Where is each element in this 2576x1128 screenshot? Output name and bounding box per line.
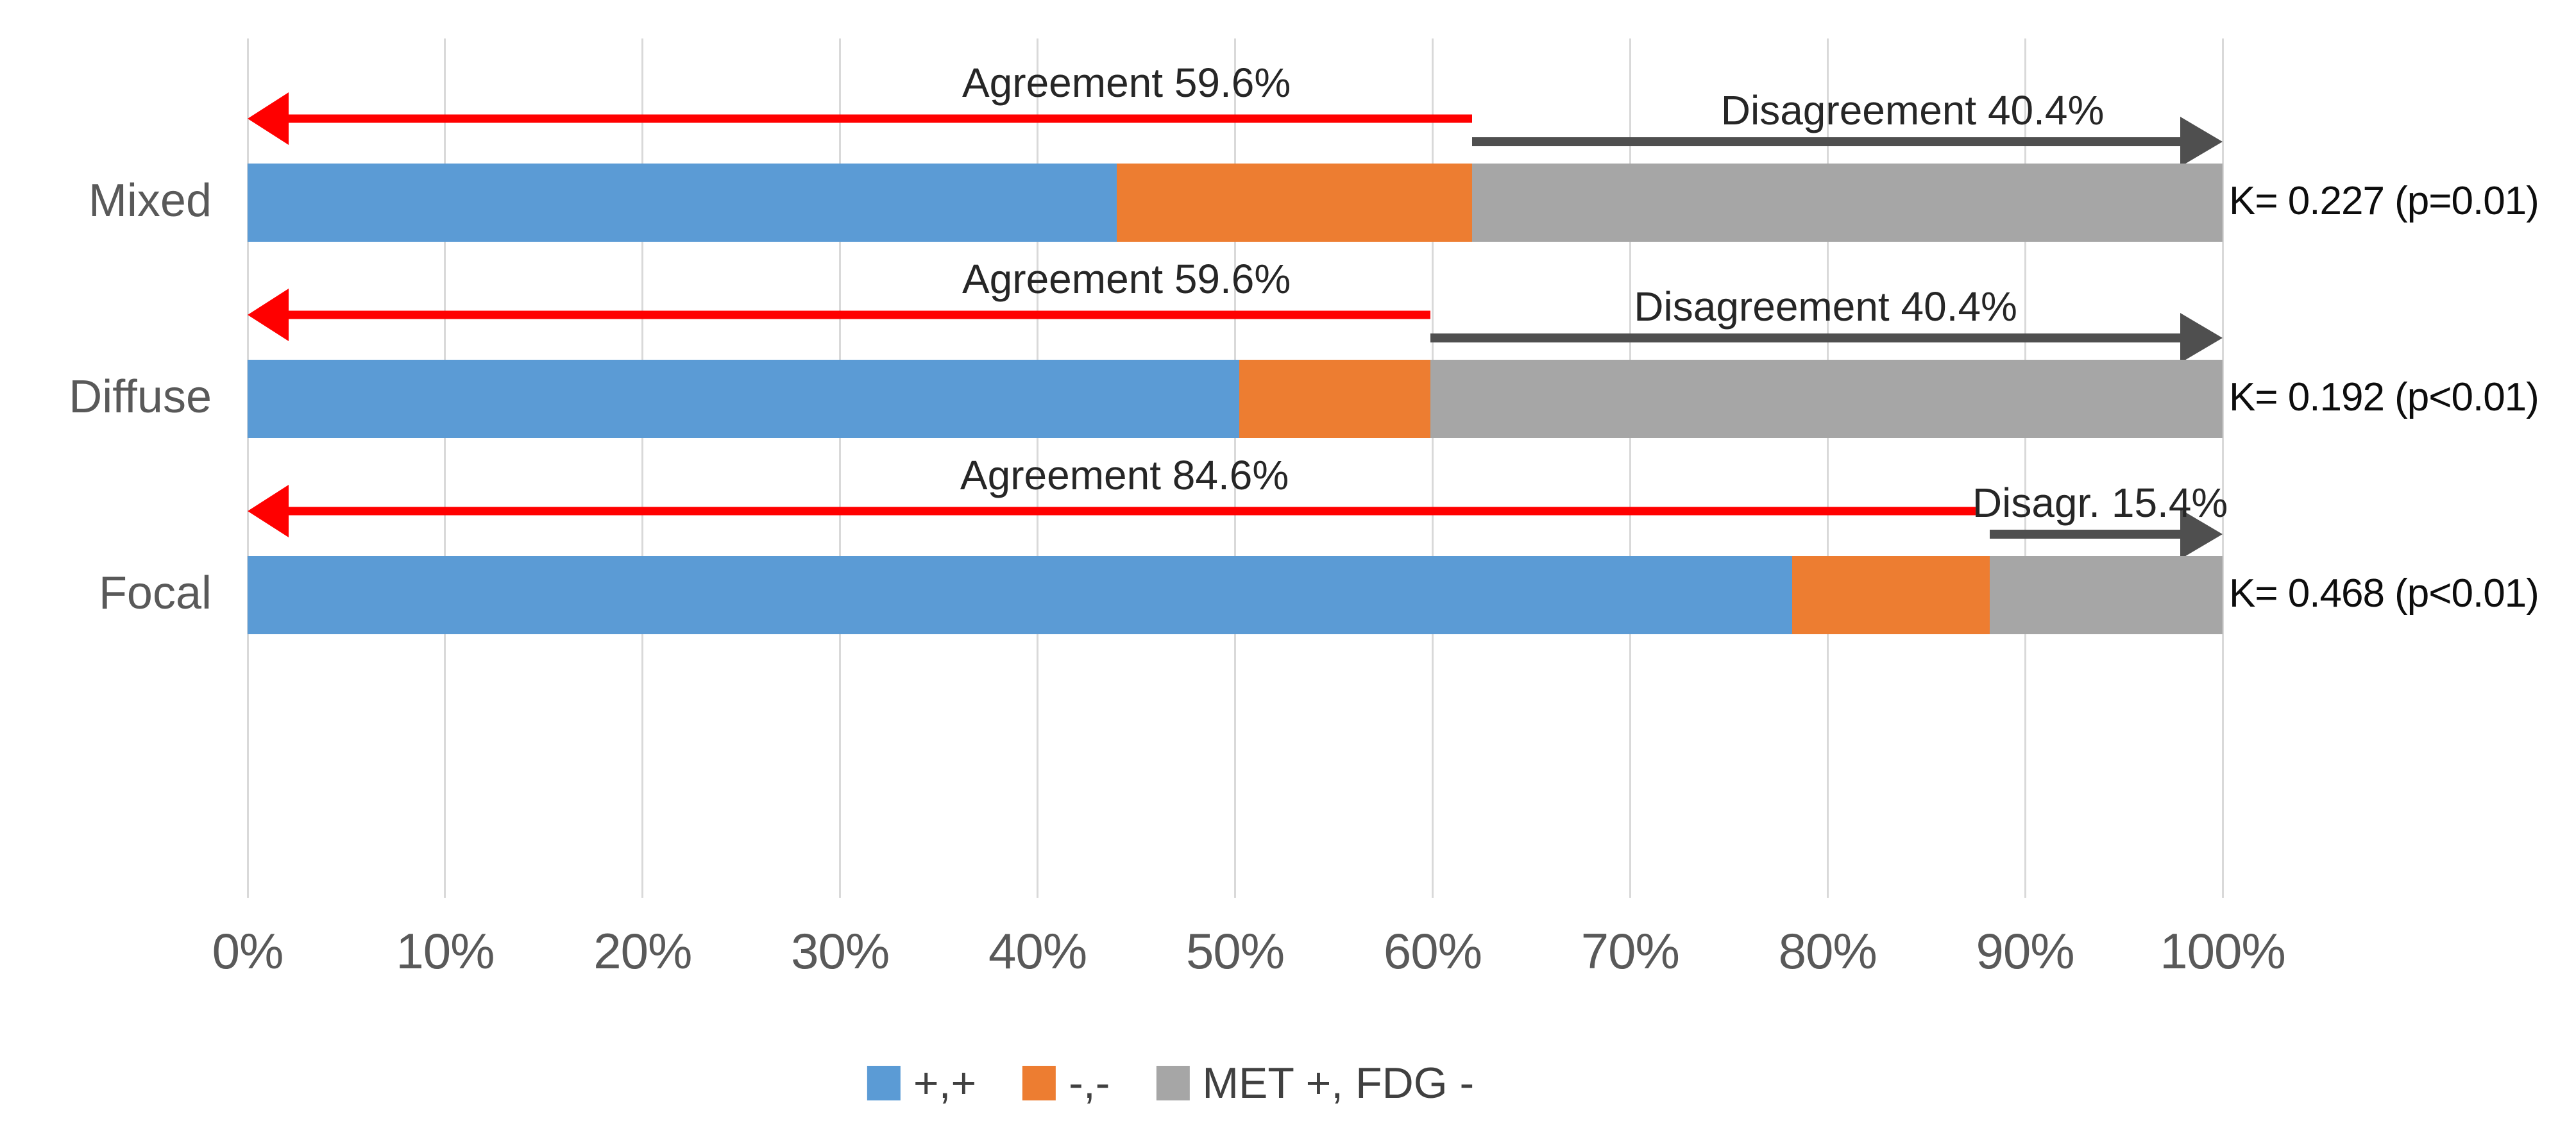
agreement-label: Agreement 84.6% bbox=[960, 452, 1289, 498]
bar-segment bbox=[1239, 360, 1431, 438]
legend-item: +,+ bbox=[867, 1058, 976, 1108]
legend-label: -,- bbox=[1069, 1059, 1110, 1107]
agreement-arrow-shaft bbox=[284, 310, 1431, 319]
legend-item: MET +, FDG - bbox=[1156, 1058, 1474, 1108]
agreement-label: Agreement 59.6% bbox=[962, 256, 1291, 302]
arrowhead-right-icon bbox=[2180, 313, 2223, 363]
bar-segment bbox=[1430, 360, 2223, 438]
x-tick-label: 50% bbox=[1185, 923, 1285, 979]
disagreement-arrow bbox=[1471, 117, 2223, 167]
bar-segment bbox=[248, 556, 1792, 634]
category-label: Focal bbox=[98, 568, 212, 619]
gridline bbox=[1234, 38, 1236, 898]
kappa-label: K= 0.192 (p<0.01) bbox=[2229, 375, 2539, 419]
x-tick-label: 20% bbox=[593, 923, 692, 979]
bar bbox=[248, 360, 2223, 438]
bar bbox=[248, 556, 2223, 634]
legend-label: +,+ bbox=[913, 1059, 977, 1107]
disagreement-label: Disagr. 15.4% bbox=[1972, 480, 2228, 526]
disagreement-label: Disagreement 40.4% bbox=[1634, 283, 2017, 330]
gridline bbox=[444, 38, 446, 898]
gridline bbox=[839, 38, 842, 898]
agreement-label: Agreement 59.6% bbox=[962, 60, 1291, 106]
x-tick-label: 60% bbox=[1383, 923, 1482, 979]
agreement-arrow bbox=[248, 289, 1431, 341]
gridline bbox=[1037, 38, 1039, 898]
disagreement-arrow-shaft bbox=[1430, 333, 2185, 342]
bar-segment bbox=[248, 164, 1117, 242]
gridline bbox=[246, 38, 249, 898]
disagreement-arrow bbox=[1430, 313, 2223, 363]
agreement-arrow bbox=[248, 92, 1472, 145]
category-label: Diffuse bbox=[69, 371, 212, 423]
arrowhead-right-icon bbox=[2180, 117, 2223, 167]
bar-segment bbox=[1471, 164, 2223, 242]
x-tick-label: 0% bbox=[212, 923, 284, 979]
agreement-arrow bbox=[248, 485, 1976, 537]
legend-swatch-icon bbox=[1022, 1066, 1056, 1100]
bar-segment bbox=[1116, 164, 1472, 242]
arrowhead-left-icon bbox=[248, 289, 289, 341]
bar-segment bbox=[1792, 556, 1990, 634]
gridline bbox=[2024, 38, 2026, 898]
gridline bbox=[641, 38, 644, 898]
bar bbox=[248, 164, 2223, 242]
gridline bbox=[1431, 38, 1434, 898]
bar-segment bbox=[1989, 556, 2223, 634]
arrowhead-left-icon bbox=[248, 485, 289, 537]
gridline bbox=[1629, 38, 1631, 898]
gridline bbox=[2221, 38, 2224, 898]
kappa-label: K= 0.468 (p<0.01) bbox=[2229, 571, 2539, 616]
arrowhead-left-icon bbox=[248, 92, 289, 145]
x-tick-label: 10% bbox=[396, 923, 495, 979]
disagreement-label: Disagreement 40.4% bbox=[1720, 87, 2105, 133]
x-tick-label: 100% bbox=[2160, 923, 2286, 979]
x-tick-label: 40% bbox=[988, 923, 1087, 979]
disagreement-arrow bbox=[1989, 509, 2223, 559]
legend-item: -,- bbox=[1022, 1058, 1110, 1108]
legend-swatch-icon bbox=[1156, 1066, 1190, 1100]
category-label: Mixed bbox=[88, 175, 212, 226]
agreement-arrow-shaft bbox=[284, 114, 1472, 123]
disagreement-arrow-shaft bbox=[1471, 137, 2185, 146]
gridline bbox=[1826, 38, 1829, 898]
kappa-label: K= 0.227 (p=0.01) bbox=[2229, 179, 2539, 223]
x-tick-label: 30% bbox=[791, 923, 890, 979]
x-tick-label: 90% bbox=[1976, 923, 2075, 979]
disagreement-arrow-shaft bbox=[1989, 530, 2185, 539]
x-tick-label: 80% bbox=[1778, 923, 1877, 979]
legend: +,+ -,- MET +, FDG - bbox=[867, 1058, 1474, 1108]
bar-segment bbox=[248, 360, 1239, 438]
x-tick-label: 70% bbox=[1580, 923, 1680, 979]
agreement-arrow-shaft bbox=[284, 507, 1976, 516]
legend-label: MET +, FDG - bbox=[1202, 1059, 1475, 1107]
arrowhead-right-icon bbox=[2180, 509, 2223, 559]
legend-swatch-icon bbox=[867, 1066, 901, 1100]
